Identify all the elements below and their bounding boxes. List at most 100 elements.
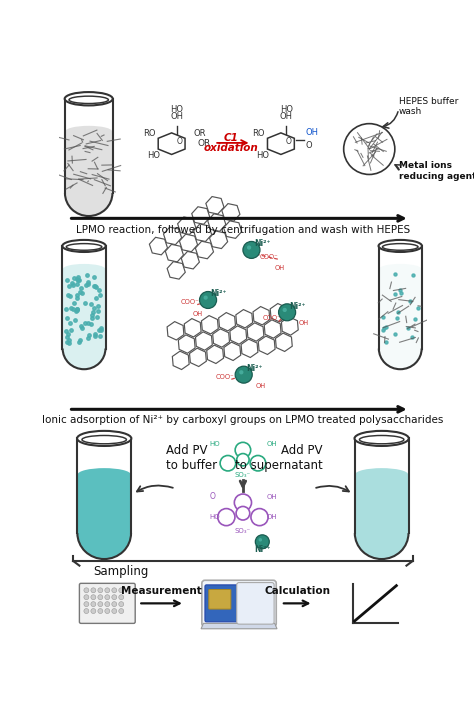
Ellipse shape <box>65 126 112 137</box>
Polygon shape <box>201 316 218 334</box>
Circle shape <box>98 588 103 593</box>
Text: OH: OH <box>171 112 183 120</box>
Text: OH: OH <box>299 320 309 326</box>
Circle shape <box>279 304 296 321</box>
Text: COO⁻: COO⁻ <box>263 316 282 321</box>
Text: O: O <box>285 137 292 146</box>
Ellipse shape <box>63 240 106 252</box>
Polygon shape <box>224 342 241 360</box>
Ellipse shape <box>69 96 109 104</box>
Circle shape <box>234 494 252 511</box>
Text: O: O <box>176 137 182 146</box>
Text: OH: OH <box>306 128 319 137</box>
Text: RO: RO <box>143 129 155 138</box>
Circle shape <box>105 588 110 593</box>
Circle shape <box>84 595 89 600</box>
Circle shape <box>237 453 249 466</box>
Circle shape <box>119 609 124 614</box>
Text: Ni²⁺: Ni²⁺ <box>254 545 271 553</box>
Polygon shape <box>78 475 131 533</box>
Text: OH: OH <box>192 311 202 317</box>
Polygon shape <box>180 234 198 252</box>
Circle shape <box>283 308 287 312</box>
FancyBboxPatch shape <box>202 580 276 626</box>
Circle shape <box>119 588 124 593</box>
Polygon shape <box>206 197 224 214</box>
Ellipse shape <box>66 243 102 251</box>
FancyBboxPatch shape <box>209 589 231 609</box>
Circle shape <box>203 296 208 300</box>
Text: Sampling: Sampling <box>93 565 149 578</box>
Text: Add PV
to buffer: Add PV to buffer <box>166 444 217 472</box>
Circle shape <box>235 366 252 383</box>
Circle shape <box>344 124 395 175</box>
Polygon shape <box>230 326 246 344</box>
Ellipse shape <box>78 468 131 481</box>
Text: Ni²⁺: Ni²⁺ <box>254 239 271 248</box>
Text: Ni²⁺: Ni²⁺ <box>210 289 227 299</box>
Circle shape <box>236 506 250 520</box>
Text: HO: HO <box>209 441 219 448</box>
Text: Add PV
to supernatant: Add PV to supernatant <box>235 444 323 472</box>
Circle shape <box>84 588 89 593</box>
Ellipse shape <box>355 508 408 559</box>
Ellipse shape <box>379 264 421 274</box>
Ellipse shape <box>77 431 131 446</box>
Ellipse shape <box>383 243 418 251</box>
Polygon shape <box>184 319 201 337</box>
Polygon shape <box>190 348 206 367</box>
Circle shape <box>98 609 103 614</box>
Circle shape <box>255 535 269 548</box>
Ellipse shape <box>78 508 131 559</box>
Ellipse shape <box>63 328 105 369</box>
Ellipse shape <box>64 92 113 105</box>
Circle shape <box>105 601 110 606</box>
Polygon shape <box>181 251 200 269</box>
Text: Ni²⁺: Ni²⁺ <box>290 301 306 311</box>
Text: SO₃⁻: SO₃⁻ <box>235 528 251 533</box>
Circle shape <box>112 588 117 593</box>
Text: Metal ions
reducing agents: Metal ions reducing agents <box>399 161 474 180</box>
Circle shape <box>112 609 117 614</box>
Polygon shape <box>264 320 281 338</box>
Polygon shape <box>167 321 184 340</box>
Text: COO⁻: COO⁻ <box>216 374 235 380</box>
Polygon shape <box>224 221 242 238</box>
Ellipse shape <box>355 468 408 481</box>
Circle shape <box>247 246 251 250</box>
Text: O: O <box>210 492 216 500</box>
Circle shape <box>105 609 110 614</box>
Polygon shape <box>270 304 287 322</box>
Text: COO⁻: COO⁻ <box>180 299 199 304</box>
Polygon shape <box>247 323 264 342</box>
Ellipse shape <box>379 328 421 369</box>
Text: OH: OH <box>266 441 277 448</box>
Circle shape <box>84 609 89 614</box>
Polygon shape <box>379 269 421 349</box>
Ellipse shape <box>65 170 112 216</box>
Polygon shape <box>195 241 213 258</box>
Text: HEPES buffer
wash: HEPES buffer wash <box>399 97 458 116</box>
Text: OH: OH <box>275 266 285 271</box>
Polygon shape <box>355 475 408 533</box>
FancyBboxPatch shape <box>237 583 274 624</box>
Ellipse shape <box>63 264 105 274</box>
FancyBboxPatch shape <box>205 585 241 621</box>
Ellipse shape <box>359 435 404 444</box>
Text: COO⁻: COO⁻ <box>259 254 278 260</box>
Circle shape <box>112 601 117 606</box>
Polygon shape <box>222 203 240 221</box>
Polygon shape <box>149 237 167 255</box>
Polygon shape <box>258 336 275 354</box>
Text: OH: OH <box>280 112 293 120</box>
Polygon shape <box>192 207 210 224</box>
Circle shape <box>243 241 260 258</box>
Polygon shape <box>164 227 182 245</box>
Polygon shape <box>208 214 226 231</box>
Circle shape <box>235 442 251 458</box>
Polygon shape <box>178 217 196 234</box>
Text: RO: RO <box>252 129 264 138</box>
Text: Ionic adsorption of Ni²⁺ by carboxyl groups on LPMO treated polysaccharides: Ionic adsorption of Ni²⁺ by carboxyl gro… <box>42 415 444 425</box>
Circle shape <box>84 601 89 606</box>
Circle shape <box>200 291 217 309</box>
